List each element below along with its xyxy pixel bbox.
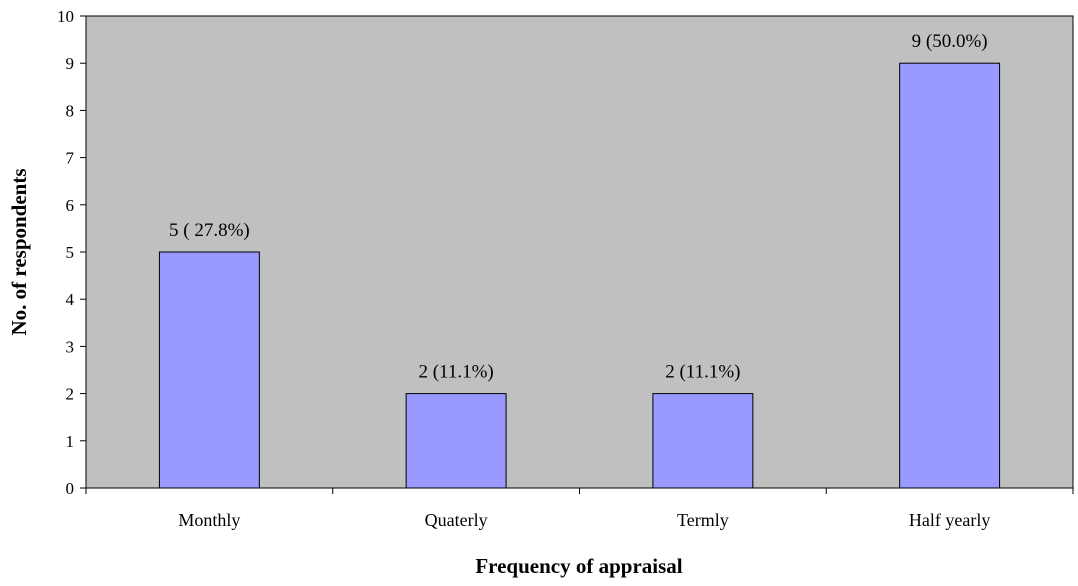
y-tick-label: 3 xyxy=(66,337,75,356)
bars xyxy=(158,62,1001,489)
y-tick-label: 4 xyxy=(66,290,75,309)
y-axis-ticks: 0 1 2 3 4 5 6 7 8 9 10 xyxy=(57,7,87,498)
x-tick-label: Half yearly xyxy=(909,510,990,530)
bar xyxy=(158,251,260,489)
bar xyxy=(405,393,507,489)
x-tick-label: Termly xyxy=(677,510,729,530)
y-tick-label: 6 xyxy=(66,196,75,215)
y-tick-label: 8 xyxy=(66,101,75,120)
x-tick-label: Monthly xyxy=(178,510,240,530)
data-label: 5 ( 27.8%) xyxy=(169,220,250,241)
bar xyxy=(652,393,754,489)
y-tick-label: 10 xyxy=(57,7,74,26)
y-tick-label: 2 xyxy=(66,385,75,404)
y-tick-label: 9 xyxy=(66,54,75,73)
bar xyxy=(899,62,1001,489)
data-label: 2 (11.1%) xyxy=(418,362,493,383)
x-axis-title: Frequency of appraisal xyxy=(475,554,682,578)
x-axis-ticks: Monthly Quaterly Termly Half yearly xyxy=(85,487,1074,530)
y-tick-label: 0 xyxy=(66,479,75,498)
y-axis-title: No. of respondents xyxy=(7,168,31,335)
data-label: 9 (50.0%) xyxy=(912,31,988,52)
y-tick-label: 1 xyxy=(66,432,75,451)
data-labels: 5 ( 27.8%) 2 (11.1%) 2 (11.1%) 9 (50.0%) xyxy=(169,31,988,382)
y-tick-label: 5 xyxy=(66,243,75,262)
x-tick-label: Quaterly xyxy=(425,510,488,530)
y-tick-label: 7 xyxy=(66,149,75,168)
data-label: 2 (11.1%) xyxy=(665,362,740,383)
